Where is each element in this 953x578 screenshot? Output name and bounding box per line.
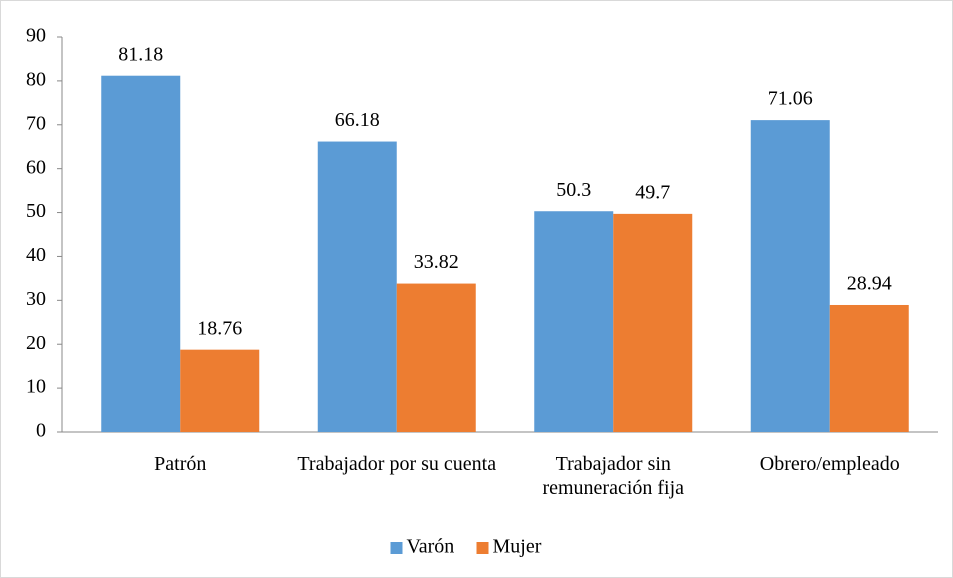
bar [317,141,397,432]
legend-swatch [390,542,403,554]
data-label: 49.7 [635,181,670,203]
y-tick-label: 60 [26,156,46,178]
y-tick-label: 40 [26,244,46,266]
y-tick-label: 20 [26,332,46,354]
legend-swatch [476,542,489,554]
x-tick-label: Trabajador sin remuneración fija [542,453,685,499]
x-tick-label: Patrón [154,453,207,475]
bar [180,349,260,432]
x-tick-label: Obrero/empleado [759,453,900,475]
y-tick-label: 30 [26,288,46,310]
y-tick-label: 80 [26,68,46,90]
data-label: 81.18 [118,43,163,65]
legend-label: Mujer [493,536,542,558]
data-label: 18.76 [197,317,242,339]
y-tick-label: 50 [26,200,46,222]
y-tick-label: 10 [26,376,46,398]
data-label: 50.3 [556,179,591,201]
y-tick-label: 0 [36,420,46,442]
bar [396,283,476,432]
data-label: 66.18 [335,109,380,131]
bar [613,213,693,432]
data-label: 28.94 [847,273,892,295]
bar [829,304,909,432]
x-tick-label: Trabajador por su cuenta [297,453,497,475]
data-label: 33.82 [414,251,459,273]
data-label: 71.06 [768,88,813,110]
y-tick-label: 90 [26,25,46,47]
y-tick-label: 70 [26,112,46,134]
bar [101,75,181,433]
legend-label: Varón [407,536,455,558]
bar [534,211,614,432]
bar [750,120,830,433]
